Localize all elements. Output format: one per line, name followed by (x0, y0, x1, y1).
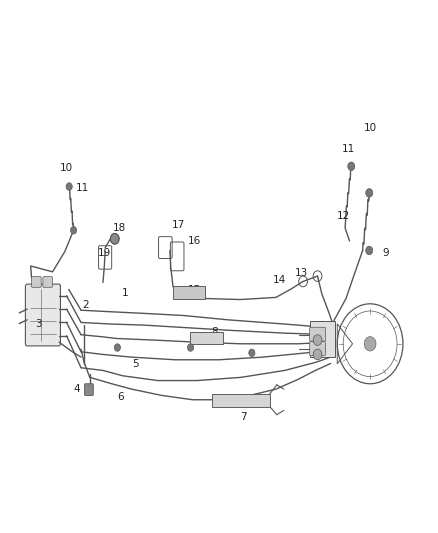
FancyBboxPatch shape (310, 327, 325, 341)
Text: 19: 19 (98, 248, 111, 258)
Text: 11: 11 (76, 183, 89, 192)
Text: 11: 11 (342, 144, 355, 154)
Text: 6: 6 (117, 392, 124, 402)
Text: 10: 10 (364, 123, 377, 133)
Text: 15: 15 (188, 286, 201, 295)
FancyBboxPatch shape (212, 394, 270, 407)
Text: 3: 3 (35, 319, 42, 329)
Circle shape (114, 344, 120, 351)
Text: 17: 17 (172, 220, 185, 230)
FancyBboxPatch shape (25, 284, 60, 346)
Text: 7: 7 (240, 412, 247, 422)
Circle shape (313, 349, 322, 360)
Circle shape (71, 227, 77, 234)
Text: 14: 14 (273, 275, 286, 285)
Text: 2: 2 (82, 300, 89, 310)
FancyBboxPatch shape (32, 277, 41, 287)
FancyBboxPatch shape (85, 384, 93, 395)
Circle shape (313, 335, 322, 345)
FancyBboxPatch shape (43, 277, 53, 287)
Circle shape (364, 337, 376, 351)
FancyBboxPatch shape (310, 342, 325, 356)
Circle shape (110, 233, 119, 244)
Text: 18: 18 (113, 223, 126, 233)
FancyBboxPatch shape (173, 286, 205, 299)
Text: 16: 16 (188, 236, 201, 246)
Text: 5: 5 (132, 359, 139, 368)
Text: 12: 12 (337, 211, 350, 221)
Circle shape (66, 183, 72, 190)
Text: 13: 13 (295, 268, 308, 278)
FancyBboxPatch shape (190, 332, 223, 344)
Text: 4: 4 (73, 384, 80, 394)
Circle shape (348, 162, 355, 171)
Circle shape (366, 246, 373, 255)
Text: 8: 8 (211, 327, 218, 336)
FancyBboxPatch shape (310, 321, 335, 357)
Text: 1: 1 (121, 288, 128, 298)
Circle shape (249, 349, 255, 357)
Text: 9: 9 (382, 248, 389, 258)
Circle shape (366, 189, 373, 197)
Text: 10: 10 (60, 163, 73, 173)
Circle shape (187, 344, 194, 351)
